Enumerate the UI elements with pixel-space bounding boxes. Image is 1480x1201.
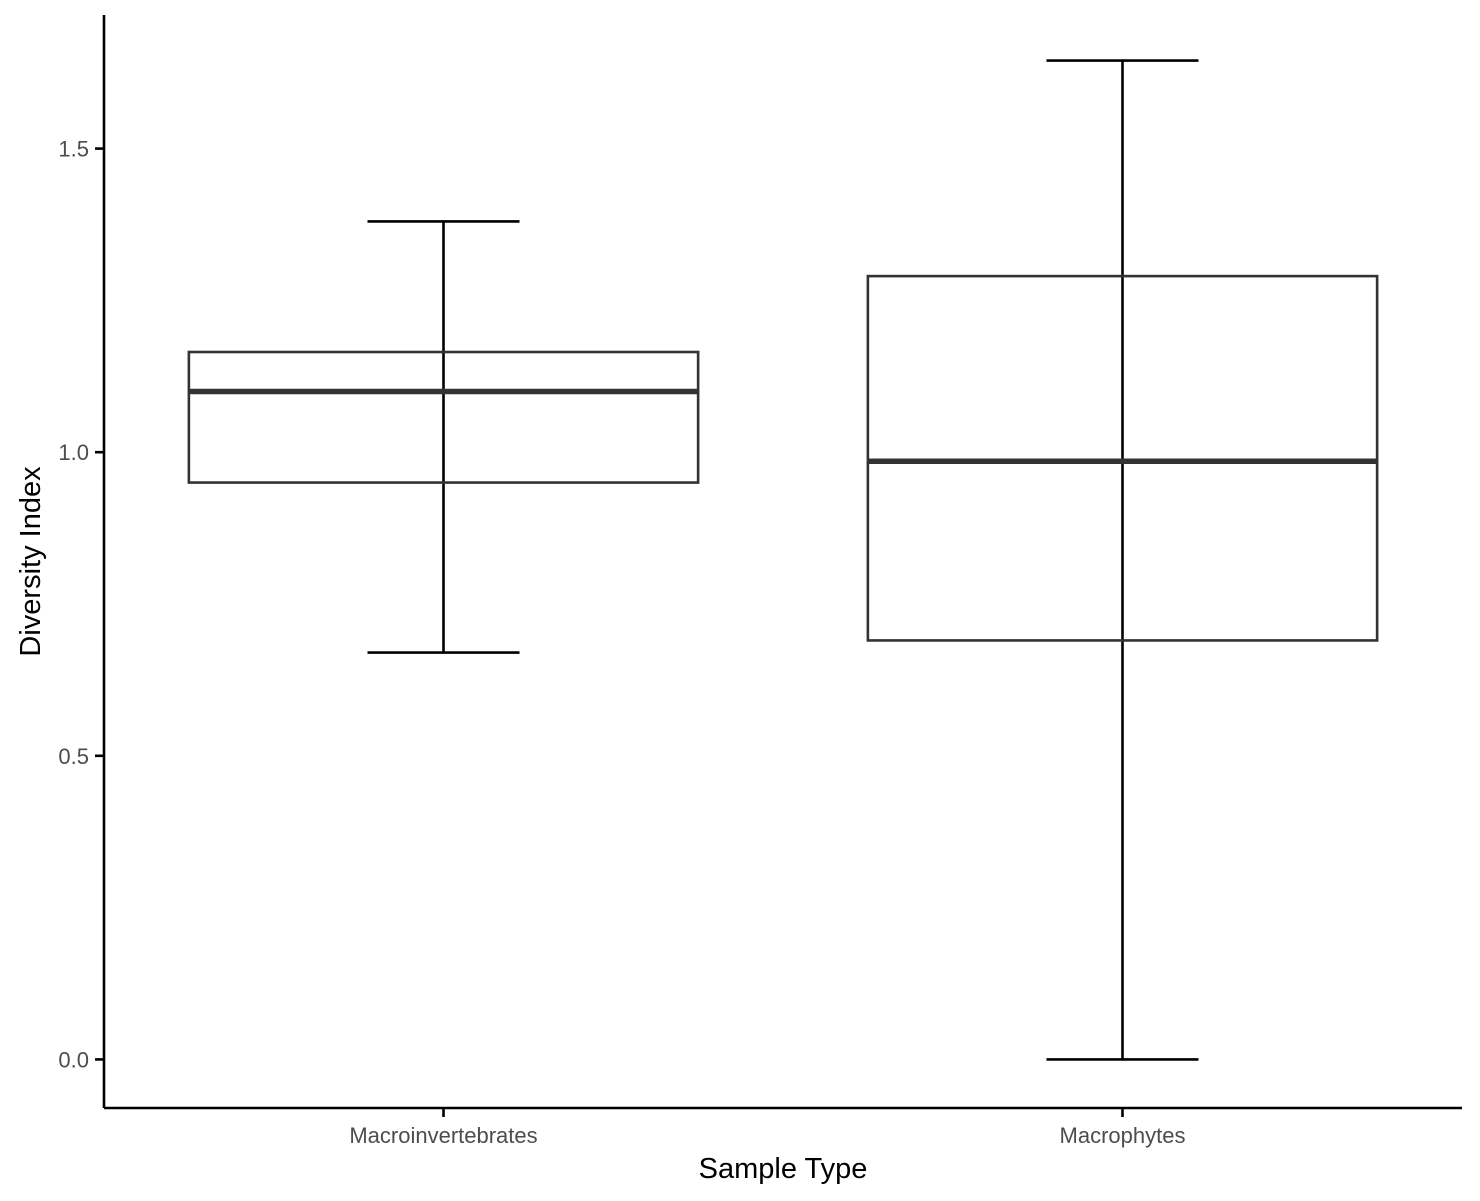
y-axis-title: Diversity Index — [15, 466, 47, 657]
y-tick-label: 0.0 — [58, 1047, 89, 1072]
whiskers-layer — [367, 59, 1199, 1061]
y-tick-label: 0.5 — [58, 744, 89, 769]
x-tick-label: Macroinvertebrates — [349, 1123, 537, 1148]
labels-layer: 0.0 0.5 1.0 1.5 Macroinvertebrates Macrophyte… — [58, 137, 1185, 1148]
axes-layer — [95, 15, 1462, 1117]
boxes-layer — [187, 274, 1379, 642]
box-macroinvertebrates — [187, 350, 700, 484]
y-tick-label: 1.5 — [58, 137, 89, 162]
y-tick-label: 1.0 — [58, 440, 89, 465]
box-macrophytes — [866, 274, 1379, 642]
x-axis-title: Sample Type — [699, 1153, 868, 1185]
x-tick-label: Macrophytes — [1060, 1123, 1186, 1148]
